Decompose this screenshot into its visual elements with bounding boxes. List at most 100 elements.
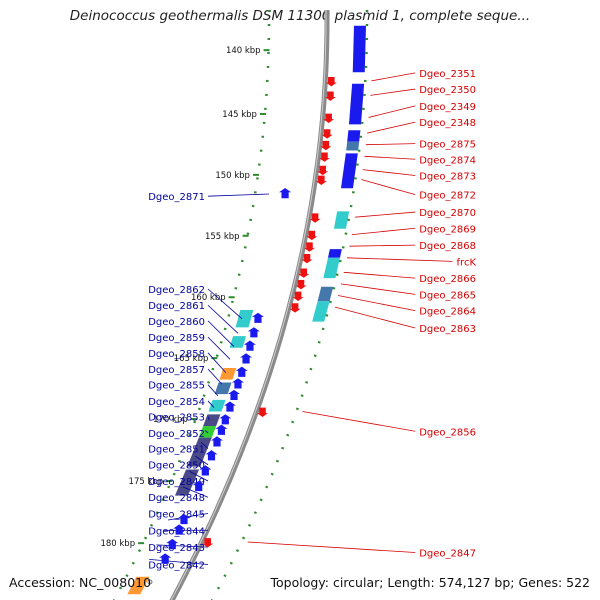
leader-line	[370, 88, 416, 96]
gene-arrow	[317, 165, 329, 176]
gene-label-left: Dgeo_2871	[148, 192, 205, 203]
leader-line	[207, 320, 235, 347]
gene-label-right: Dgeo_2875	[419, 140, 476, 151]
gene-arrow	[243, 340, 256, 351]
ruler-label: 160 kbp	[191, 293, 226, 303]
feature-block	[219, 368, 237, 380]
leader-line	[182, 486, 209, 498]
gene-label-right: Dgeo_2866	[419, 274, 476, 285]
gene-label-right: Dgeo_2874	[419, 155, 476, 166]
gene-label-right: Dgeo_2870	[419, 208, 476, 219]
feature-block	[312, 301, 330, 322]
gene-arrow	[325, 77, 337, 87]
gene-label-left: Dgeo_2858	[148, 349, 205, 360]
gene-label-right: Dgeo_2872	[419, 191, 476, 202]
gene-label-right: Dgeo_2350	[419, 85, 476, 96]
leader-line	[207, 288, 243, 320]
gene-arrow	[202, 538, 214, 548]
gene-arrow	[231, 378, 244, 389]
gene-label-left: Dgeo_2848	[148, 493, 205, 504]
gene-arrow	[219, 414, 232, 425]
gene-label-left: Dgeo_2849	[148, 477, 205, 488]
ruler-label: 145 kbp	[222, 110, 257, 120]
leader-line	[361, 179, 416, 196]
leader-line	[207, 352, 227, 373]
leader-line	[207, 193, 270, 197]
feature-block	[340, 153, 358, 189]
gene-arrow	[315, 175, 327, 185]
gene-arrow	[318, 152, 330, 162]
ruler-label: 180 kbp	[100, 539, 135, 549]
gene-label-right: Dgeo_2865	[419, 290, 476, 301]
leader-line	[367, 121, 416, 134]
gene-arrow	[247, 327, 260, 338]
topology-text: Topology: circular; Length: 574,127 bp; …	[270, 575, 591, 590]
feature-block	[198, 426, 217, 438]
gene-arrow	[324, 91, 336, 101]
ruler-label: 140 kbp	[226, 46, 261, 56]
gene-label-left: Dgeo_2851	[148, 445, 205, 456]
ruler-label: 175 kbp	[129, 477, 164, 487]
gene-label-right: Dgeo_2351	[419, 69, 476, 80]
backbone-highlight	[170, 10, 327, 600]
gene-label-right: Dgeo_2869	[419, 224, 476, 235]
leader-line	[167, 513, 209, 521]
gene-arrow	[251, 312, 264, 323]
gene-arrow	[215, 424, 228, 435]
feature-block	[127, 576, 150, 595]
gene-arrow	[159, 553, 172, 564]
gene-arrow	[192, 480, 205, 492]
gene-label-right: Dgeo_2863	[419, 324, 476, 335]
gene-arrow	[223, 401, 236, 412]
leader-line	[340, 283, 416, 295]
leader-line	[343, 271, 416, 279]
feature-block	[317, 286, 334, 302]
leader-line	[351, 227, 416, 235]
leader-line	[207, 304, 239, 334]
gene-arrow	[240, 353, 253, 364]
gene-label-right: Dgeo_2864	[419, 307, 476, 318]
gene-arrow	[166, 538, 179, 550]
gene-arrow	[309, 213, 321, 223]
ruler-label: 165 kbp	[174, 354, 209, 364]
gene-arrow	[295, 280, 307, 290]
gene-arrow	[210, 436, 223, 447]
feature-block	[203, 414, 221, 426]
ruler-label: 155 kbp	[205, 232, 240, 242]
gene-label-right: frcK	[457, 257, 477, 268]
gene-arrow	[301, 253, 313, 264]
leader-line	[302, 411, 416, 432]
gene-label-right: Dgeo_2847	[419, 549, 476, 560]
feature-block	[333, 211, 350, 229]
feature-block	[235, 310, 254, 328]
feature-block	[323, 257, 340, 279]
map-title: Deinococcus geothermalis DSM 11300 plasm…	[69, 8, 531, 24]
gene-arrow	[173, 524, 186, 535]
gene-arrow	[228, 389, 241, 401]
gene-label-right: Dgeo_2348	[419, 118, 476, 129]
backbone-arc	[169, 10, 330, 600]
gene-arrow	[320, 140, 332, 151]
gene-label-left: Dgeo_2854	[148, 397, 205, 408]
ruler-track	[112, 10, 271, 600]
leader-line	[205, 430, 209, 434]
feature-block	[214, 382, 232, 395]
leader-line	[200, 441, 209, 449]
gene-arrow	[279, 188, 292, 199]
gene-label-right: Dgeo_2349	[419, 102, 476, 113]
leader-line	[362, 169, 416, 176]
leader-line	[346, 257, 453, 262]
leader-line	[364, 155, 416, 160]
accession-text: Accession: NC_008010	[9, 575, 152, 590]
leader-line	[334, 306, 416, 329]
leader-line	[207, 384, 219, 397]
gene-label-left: Dgeo_2859	[148, 333, 205, 344]
gene-arrow	[292, 291, 304, 301]
feature-block	[208, 399, 226, 412]
leader-line	[189, 470, 209, 482]
leader-line	[207, 368, 223, 385]
gene-arrow	[178, 513, 191, 525]
gene-label-left: Dgeo_2857	[148, 365, 205, 376]
